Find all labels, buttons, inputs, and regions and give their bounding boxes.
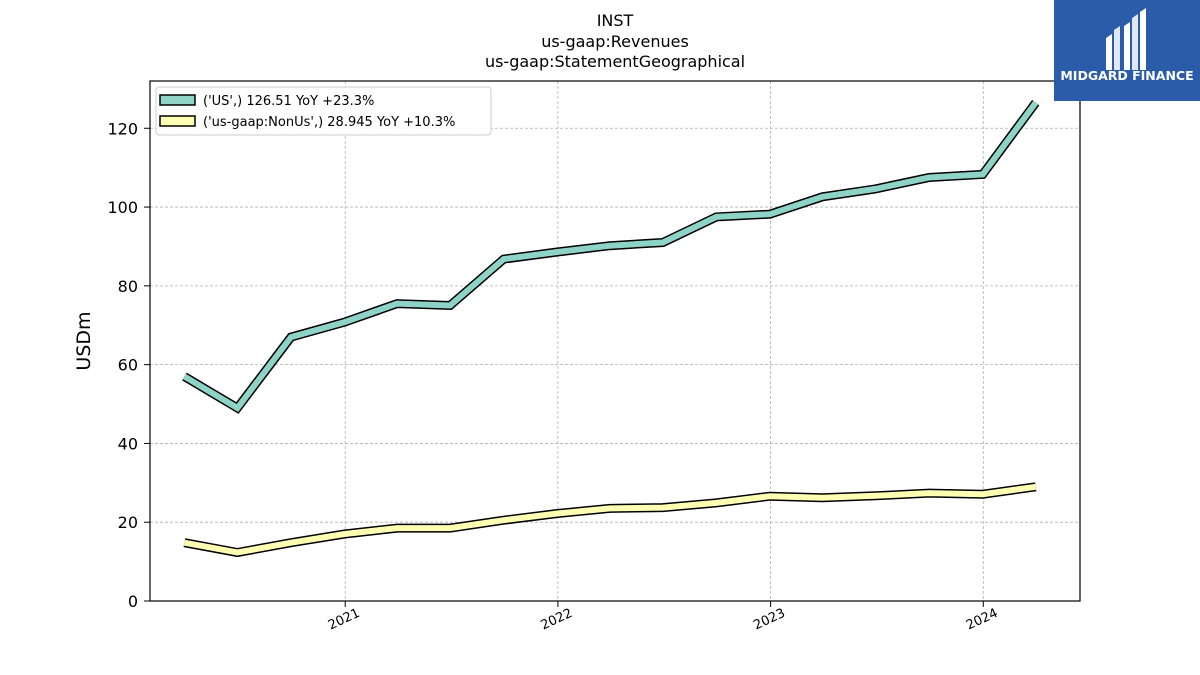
y-tick-label: 80 bbox=[118, 277, 138, 296]
plot-frame bbox=[149, 80, 1081, 602]
x-tick-label: 2021 bbox=[326, 606, 362, 634]
legend-swatch-0 bbox=[159, 94, 196, 106]
x-tick-label: 2022 bbox=[539, 606, 575, 634]
chart-title-line-3: us-gaap:StatementGeographical bbox=[484, 52, 746, 71]
x-tick-label: 2024 bbox=[964, 606, 1000, 634]
logo-text: MIDGARD FINANCE bbox=[1060, 68, 1193, 83]
y-axis-label: USDm bbox=[73, 311, 95, 370]
axes: 0 20 40 60 80 100 120 2021 2022 2023 2024 bbox=[107, 119, 1000, 633]
y-tick-label: 120 bbox=[107, 119, 138, 138]
brand-logo: MIDGARD FINANCE bbox=[1054, 0, 1200, 101]
y-tick-label: 100 bbox=[107, 198, 138, 217]
legend-swatch-1 bbox=[159, 115, 196, 127]
series-line-0 bbox=[182, 100, 1039, 412]
series-outline-0 bbox=[182, 100, 1040, 414]
chart-title-line-1: INST bbox=[596, 11, 634, 30]
legend: ('US',) 126.51 YoY +23.3% ('us-gaap:NonUs… bbox=[155, 86, 492, 136]
legend-label-1: ('us-gaap:NonUs',) 28.945 YoY +10.3% bbox=[203, 115, 455, 130]
y-tick-label: 0 bbox=[128, 592, 138, 611]
series-lines bbox=[182, 100, 1040, 558]
y-tick-label: 40 bbox=[118, 434, 138, 453]
series-line-1 bbox=[183, 483, 1037, 556]
legend-box bbox=[155, 86, 492, 136]
midgard-logo-icon bbox=[1106, 8, 1146, 70]
y-tick-label: 20 bbox=[118, 513, 138, 532]
y-tick-label: 60 bbox=[118, 356, 138, 375]
legend-label-0: ('US',) 126.51 YoY +23.3% bbox=[203, 94, 374, 109]
x-tick-label: 2023 bbox=[751, 606, 787, 634]
chart-title-line-2: us-gaap:Revenues bbox=[541, 32, 689, 51]
